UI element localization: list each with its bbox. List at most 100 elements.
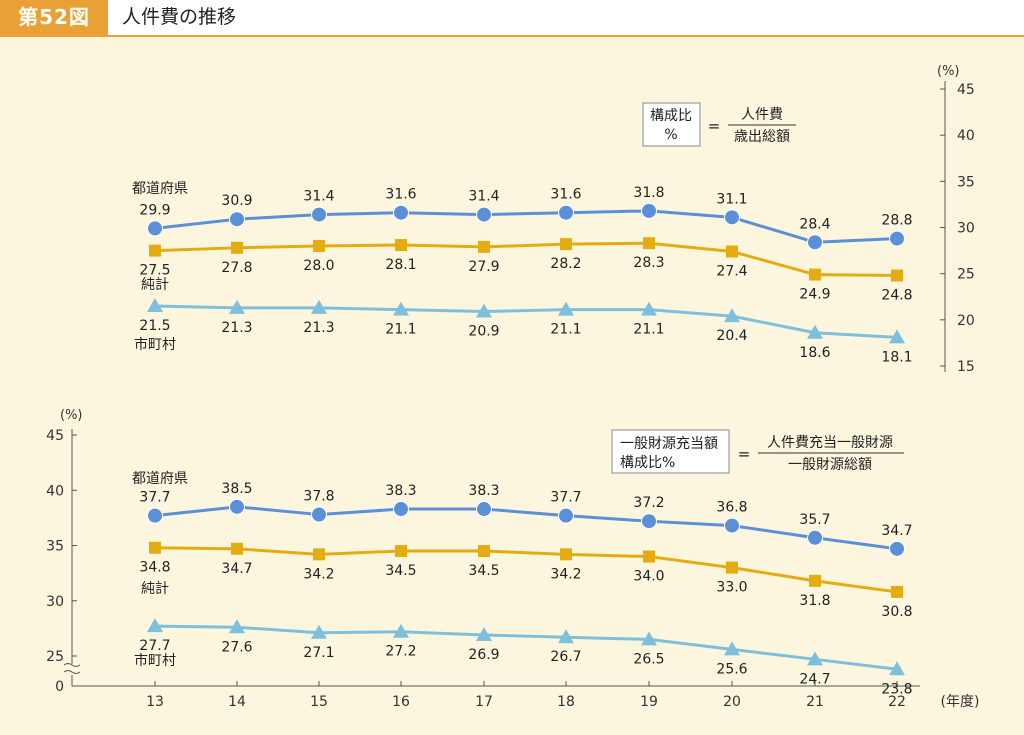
formula-box [642,102,701,147]
figure-number: 第52図 [0,0,108,35]
formula-numerator: 人件費充当一般財源 [767,435,893,451]
data-point-circle [229,211,245,228]
data-point-circle [147,220,163,237]
data-point-square [560,548,572,561]
x-tick-label: 15 [310,694,328,710]
data-point-square [231,241,243,254]
data-point-circle [476,206,492,223]
series-line-square [154,241,898,278]
figure-title: 人件費の推移 [122,6,237,28]
data-label: 26.5 [633,651,664,667]
y-tick-label: 35 [46,539,64,555]
data-label: 18.6 [799,345,830,361]
data-label: 37.8 [303,489,334,505]
data-point-square [395,545,407,558]
data-point-square [891,585,903,598]
data-label: 23.8 [881,681,912,697]
data-point-circle [311,206,327,223]
data-point-triangle [476,627,492,642]
data-point-square [395,239,407,252]
data-label: 35.7 [799,512,830,528]
data-label: 31.1 [716,191,747,207]
data-point-square [726,245,738,258]
data-point-square [643,550,655,563]
data-label: 28.8 [881,213,912,229]
data-point-circle [558,204,574,221]
data-label: 38.3 [385,483,416,499]
data-point-triangle [311,624,327,639]
x-tick-label: 22 [888,694,906,710]
data-label: 28.2 [550,256,581,272]
formula-lhs-line2: 構成比% [620,455,675,471]
data-point-triangle [476,303,492,318]
data-label: 28.0 [303,258,334,274]
data-label: 38.3 [468,483,499,499]
data-label: 38.5 [221,481,252,497]
data-label: 34.2 [303,566,334,582]
data-label: 34.0 [633,569,664,585]
formula-denominator: 一般財源総額 [788,457,872,473]
series-line-circle [154,209,898,244]
x-tick-label: 21 [806,694,824,710]
y-tick-label: 20 [957,313,975,329]
data-point-square [478,545,490,558]
series-line-triangle [154,304,898,339]
data-point-triangle [889,329,905,344]
data-label: 34.8 [139,560,170,576]
data-label: 34.7 [881,523,912,539]
data-point-circle [724,209,740,226]
data-point-triangle [229,619,245,634]
y-tick-label: 35 [957,174,975,190]
series-line-circle [154,505,898,551]
data-point-circle [147,507,163,524]
data-label: 34.2 [550,566,581,582]
data-point-triangle [147,297,163,312]
data-point-square [478,240,490,253]
data-point-square [726,561,738,574]
data-label: 20.4 [716,328,747,344]
data-label: 30.8 [881,604,912,620]
data-label: 33.0 [716,580,747,596]
data-label: 31.4 [303,189,334,205]
data-point-square [643,237,655,250]
data-label: 34.5 [385,563,416,579]
data-point-square [149,541,161,554]
y-tick-label: 45 [957,82,975,98]
x-axis-label: (年度) [941,694,980,710]
general-revenue-ratio-chart: 25 30 35 40 45 0 (%) 13 14 15 16 17 18 19 20 21 22 (年度) 一般… [46,408,979,710]
data-label: 27.2 [385,644,416,660]
data-point-circle [393,501,409,518]
y-tick-label: 40 [46,483,64,499]
data-label: 21.1 [385,322,416,338]
y-unit-label: (%) [937,64,960,79]
x-tick-label: 13 [146,694,164,710]
data-point-circle [807,529,823,546]
formula-lhs-line2: % [664,127,677,143]
x-tick-label: 16 [392,694,410,710]
data-point-circle [641,513,657,530]
data-point-triangle [807,324,823,339]
series-name-label: 純計 [141,277,169,293]
data-point-circle [311,506,327,523]
data-label: 28.1 [385,257,416,273]
data-label: 31.6 [385,187,416,203]
data-point-triangle [889,661,905,676]
data-point-square [809,574,821,587]
data-label: 24.7 [799,671,830,687]
data-label: 27.5 [139,263,170,279]
series-name-label: 市町村 [134,652,176,669]
data-label: 31.4 [468,189,499,205]
x-tick-label: 18 [557,694,575,710]
data-point-circle [889,540,905,557]
data-label: 27.6 [221,639,252,655]
data-label: 37.7 [139,490,170,506]
data-label: 37.2 [633,495,664,511]
data-point-circle [889,230,905,247]
data-label: 37.7 [550,490,581,506]
data-label: 34.5 [468,563,499,579]
data-label: 26.7 [550,649,581,665]
y-tick-label: 25 [957,267,975,283]
data-label: 36.8 [716,500,747,516]
